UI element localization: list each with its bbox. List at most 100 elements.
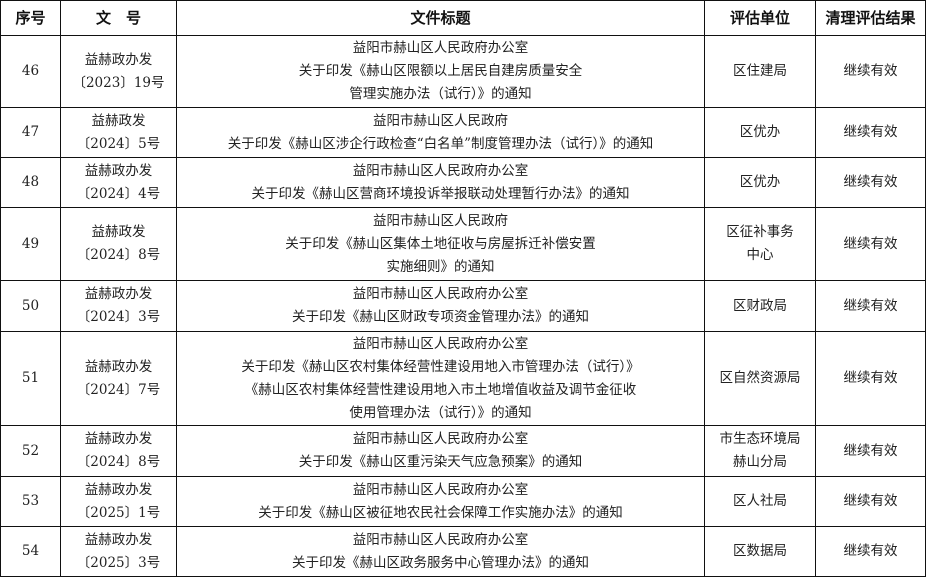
doc-no-cell-line: 益赫政办发 bbox=[84, 51, 153, 68]
unit-cell: 区财政局 bbox=[704, 280, 816, 332]
title-cell-line: 益阳市赫山区人民政府办公室 bbox=[352, 481, 529, 498]
header-result: 清理评估结果 bbox=[815, 0, 926, 36]
table-row: 53 益赫政办发 〔2025〕1号 益阳市赫山区人民政府办公室 关于印发《赫山区被征地农… bbox=[0, 476, 926, 527]
doc-no-cell-line: 益赫政办发 bbox=[84, 431, 153, 447]
table-row: 46 益赫政办发 〔2023〕19号 益阳市赫山区人民政府办公室 关于印发《赫山区限额以… bbox=[0, 35, 926, 108]
result-cell: 继续有效 bbox=[815, 107, 926, 158]
seq-cell: 46 bbox=[0, 35, 61, 108]
doc-no-cell: 益赫政发〔2024〕5号 bbox=[60, 107, 177, 158]
doc-no-cell-line: 益赫政办发 bbox=[84, 358, 153, 375]
unit-cell: 市生态环境局 赫山分局 bbox=[704, 425, 816, 477]
result-cell: 继续有效 bbox=[815, 425, 926, 477]
title-cell-line: 关于印发《赫山区农村集体经营性建设用地入市管理办法（试行）》 bbox=[241, 358, 640, 375]
title-cell-line: 益阳市赫山区人民政府 bbox=[373, 212, 508, 229]
doc-no-cell: 益赫政办发〔2024〕8号 bbox=[60, 425, 177, 477]
title-cell-line: 关于印发《赫山区财政专项资金管理办法》的通知 bbox=[292, 309, 589, 325]
title-cell-line: 益阳市赫山区人民政府办公室 bbox=[352, 531, 529, 548]
title-cell: 益阳市赫山区人民政府办公室关于印发《赫山区财政专项资金管理办法》的通知 bbox=[176, 280, 705, 332]
doc-no-cell: 益赫政办发〔2023〕19号 bbox=[60, 35, 177, 108]
title-cell-line: 《赫山区农村集体经营性建设用地入市土地增值收益及调节金征收 bbox=[244, 381, 637, 398]
unit-cell-line: 区自然资源局 bbox=[719, 370, 801, 386]
unit-cell-line: 区人社局 bbox=[733, 493, 787, 509]
unit-cell: 区优办 bbox=[704, 157, 816, 208]
header-doc-no: 文 号 bbox=[60, 0, 177, 36]
seq-cell: 48 bbox=[0, 157, 61, 208]
doc-no-cell-line: 益赫政办发 bbox=[84, 481, 153, 498]
title-cell-line: 益阳市赫山区人民政府办公室 bbox=[352, 431, 529, 447]
table-row: 54 益赫政办发〔2025〕3号 益阳市赫山区人民政府办公室关于印发《赫山区政务服务… bbox=[0, 526, 926, 577]
seq-cell: 54 bbox=[0, 526, 61, 577]
doc-no-cell-line: 〔2024〕7号 bbox=[76, 381, 161, 398]
title-cell: 益阳市赫山区人民政府办公室关于印发《赫山区农村集体经营性建设用地入市管理办法（试… bbox=[176, 331, 705, 426]
doc-no-cell-line: 益赫政办发 bbox=[84, 286, 153, 302]
unit-cell-line: 中心 bbox=[746, 247, 774, 263]
result-cell: 继续有效 bbox=[815, 331, 926, 426]
doc-no-cell-line: 益赫政发 bbox=[91, 112, 146, 129]
unit-cell-line: 区优办 bbox=[739, 174, 781, 190]
unit-cell-line: 区财政局 bbox=[733, 297, 787, 314]
result-cell: 继续有效 bbox=[815, 207, 926, 281]
seq-cell: 51 bbox=[0, 331, 61, 426]
table-row: 50 益赫政办发 〔2024〕3号 益阳市赫山区人民政府办公室 关于印发《赫山区财政专项… bbox=[0, 280, 926, 332]
title-cell-line: 管理实施办法（试行）》的通知 bbox=[349, 86, 532, 102]
title-cell-line: 益阳市赫山区人民政府办公室 bbox=[352, 40, 529, 56]
doc-no-cell-line: 〔2025〕3号 bbox=[76, 554, 161, 571]
unit-cell: 区数据局 bbox=[704, 526, 816, 577]
title-cell-line: 关于印发《赫山区限额以上居民自建房质量安全 bbox=[298, 63, 583, 79]
table-row: 49 益赫政发 〔2024〕8号 益阳市赫山区人民政府 关于印发《赫山区集体土地征收与房… bbox=[0, 207, 926, 281]
doc-no-cell-line: 〔2024〕4号 bbox=[76, 185, 161, 202]
unit-cell-line: 区优办 bbox=[739, 124, 781, 140]
title-cell: 益阳市赫山区人民政府关于印发《赫山区涉企行政检查“白名单”制度管理办法（试行）》… bbox=[176, 107, 705, 158]
title-cell: 益阳市赫山区人民政府办公室关于印发《赫山区重污染天气应急预案》的通知 bbox=[176, 425, 705, 477]
unit-cell: 区自然资源局 bbox=[704, 331, 816, 426]
title-cell: 益阳市赫山区人民政府办公室关于印发《赫山区被征地农民社会保障工作实施办法》的通知 bbox=[176, 476, 705, 527]
title-cell-line: 关于印发《赫山区政务服务中心管理办法》的通知 bbox=[292, 554, 589, 571]
header-unit: 评估单位 bbox=[704, 0, 816, 36]
unit-cell-line: 赫山分局 bbox=[733, 454, 787, 470]
unit-cell: 区征补事务 中心 bbox=[704, 207, 816, 281]
seq-cell: 52 bbox=[0, 425, 61, 477]
doc-no-cell-line: 〔2024〕3号 bbox=[76, 309, 161, 325]
result-cell: 继续有效 bbox=[815, 35, 926, 108]
unit-cell: 区住建局 bbox=[704, 35, 816, 108]
title-cell-line: 关于印发《赫山区被征地农民社会保障工作实施办法》的通知 bbox=[258, 504, 623, 521]
title-cell: 益阳市赫山区人民政府关于印发《赫山区集体土地征收与房屋拆迁补偿安置 实施细则》的通… bbox=[176, 207, 705, 281]
doc-no-cell-line: 益赫政发 bbox=[91, 224, 146, 240]
doc-no-cell: 益赫政办发〔2024〕4号 bbox=[60, 157, 177, 208]
title-cell: 益阳市赫山区人民政府办公室 关于印发《赫山区营商环境投诉举报联动处理暂行办法》的通… bbox=[176, 157, 705, 208]
header-row: 序号 文 号 文件标题 评估单位 清理评估结果 bbox=[0, 0, 926, 36]
title-cell-line: 实施细则》的通知 bbox=[386, 258, 495, 275]
title-cell-line: 关于印发《赫山区重污染天气应急预案》的通知 bbox=[298, 454, 583, 470]
title-cell-line: 益阳市赫山区人民政府办公室 bbox=[352, 286, 529, 302]
doc-no-cell-line: 〔2024〕5号 bbox=[76, 135, 161, 152]
header-title: 文件标题 bbox=[176, 0, 705, 36]
title-cell-line: 益阳市赫山区人民政府办公室 bbox=[352, 335, 529, 352]
seq-cell: 49 bbox=[0, 207, 61, 281]
doc-no-cell: 益赫政办发〔2024〕3号 bbox=[60, 280, 177, 332]
title-cell-line: 关于印发《赫山区集体土地征收与房屋拆迁补偿安置 bbox=[285, 235, 596, 252]
title-cell-line: 益阳市赫山区人民政府 bbox=[373, 112, 508, 129]
doc-no-cell-line: 〔2023〕19号 bbox=[72, 74, 165, 91]
doc-no-cell-line: 〔2024〕8号 bbox=[76, 454, 161, 470]
seq-cell: 50 bbox=[0, 280, 61, 332]
doc-no-cell-line: 益赫政办发 bbox=[84, 162, 153, 179]
table-row: 48 益赫政办发 〔2024〕4号 益阳市赫山区人民政府办公室 关于印发《赫山区营商环境… bbox=[0, 157, 926, 208]
unit-cell-line: 区住建局 bbox=[733, 63, 787, 79]
doc-no-cell-line: 益赫政办发 bbox=[84, 531, 153, 548]
result-cell: 继续有效 bbox=[815, 526, 926, 577]
unit-cell-line: 市生态环境局 bbox=[719, 431, 801, 447]
title-cell-line: 使用管理办法（试行）》的通知 bbox=[349, 404, 532, 421]
title-cell: 益阳市赫山区人民政府办公室关于印发《赫山区限额以上居民自建房质量安全 管理实施办法… bbox=[176, 35, 705, 108]
title-cell-line: 关于印发《赫山区营商环境投诉举报联动处理暂行办法》的通知 bbox=[251, 185, 630, 202]
doc-no-cell-line: 〔2025〕1号 bbox=[76, 504, 161, 521]
doc-no-cell: 益赫政办发〔2024〕7号 bbox=[60, 331, 177, 426]
doc-no-cell-line: 〔2024〕8号 bbox=[76, 247, 161, 263]
unit-cell: 区优办 bbox=[704, 107, 816, 158]
unit-cell: 区人社局 bbox=[704, 476, 816, 527]
result-cell: 继续有效 bbox=[815, 280, 926, 332]
seq-cell: 53 bbox=[0, 476, 61, 527]
seq-cell: 47 bbox=[0, 107, 61, 158]
title-cell-line: 关于印发《赫山区涉企行政检查“白名单”制度管理办法（试行）》的通知 bbox=[227, 135, 654, 152]
result-cell: 继续有效 bbox=[815, 157, 926, 208]
